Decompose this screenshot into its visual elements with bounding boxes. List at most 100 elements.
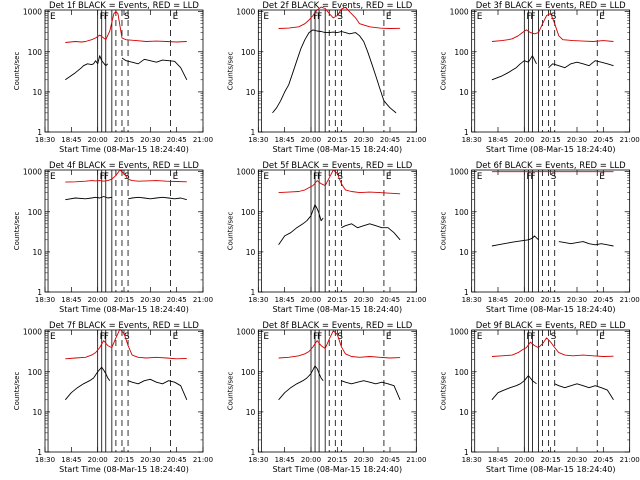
marker-label-E1: E (263, 172, 269, 182)
marker-label-E1: E (477, 12, 483, 22)
y-axis-label: Counts/sec (226, 372, 234, 411)
marker-label-F2: F (104, 332, 109, 342)
plot-frame (471, 329, 631, 453)
marker-label-F2: F (317, 332, 322, 342)
marker-label-E1: E (263, 332, 269, 342)
marker-label-E2: E (599, 12, 605, 22)
marker-label-F2: F (317, 172, 322, 182)
x-tick-label: 20:00 (88, 456, 108, 464)
x-tick-label: 18:45 (275, 296, 295, 304)
detector-panel-1: Det 1f BLACK = Events, RED = LLD 1 10 100 10… (13, 1, 213, 154)
marker-label-E2: E (599, 332, 605, 342)
x-axis-label: Start Time (08-Mar-15 18:24:40) (486, 465, 616, 474)
y-tick-label: 1 (251, 128, 256, 137)
detector-panel-4: Det 4f BLACK = Events, RED = LLD 1 10 100 10… (13, 161, 213, 314)
marker-label-E2: E (173, 12, 179, 22)
y-tick-label: 10 (246, 408, 256, 417)
panel-title: Det 7f BLACK = Events, RED = LLD (49, 321, 199, 331)
marker-label-F1: F (313, 12, 318, 22)
x-axis-label: Start Time (08-Mar-15 18:24:40) (486, 305, 616, 314)
marker-label-F2: F (530, 172, 535, 182)
panel-title: Det 3f BLACK = Events, RED = LLD (476, 1, 626, 11)
marker-label-E1: E (50, 12, 56, 22)
x-tick-label: 18:45 (488, 296, 508, 304)
y-tick-label: 100 (28, 368, 43, 377)
x-tick-label: 20:30 (567, 136, 587, 144)
detector-panel-6: Det 6f BLACK = Events, RED = LLD 1 10 100 10… (440, 161, 640, 314)
x-tick-label: 18:30 (35, 296, 55, 304)
x-axis-label: Start Time (08-Mar-15 18:24:40) (273, 305, 403, 314)
marker-label-S: S (124, 332, 130, 342)
y-tick-label: 1 (37, 288, 42, 297)
x-tick-label: 20:00 (301, 296, 321, 304)
marker-label-E2: E (386, 12, 392, 22)
x-tick-label: 20:15 (541, 296, 561, 304)
y-tick-label: 10 (246, 248, 256, 257)
x-tick-label: 20:30 (140, 296, 160, 304)
x-axis-label: Start Time (08-Mar-15 18:24:40) (273, 145, 403, 154)
marker-label-E1: E (477, 332, 483, 342)
marker-label-S: S (551, 12, 557, 22)
marker-label-E2: E (599, 172, 605, 182)
marker-label-E2: E (386, 332, 392, 342)
y-tick-label: 1000 (450, 328, 469, 337)
marker-label-F2: F (104, 172, 109, 182)
panel-title: Det 4f BLACK = Events, RED = LLD (49, 161, 199, 171)
y-tick-label: 10 (459, 408, 469, 417)
x-tick-label: 21:00 (406, 136, 426, 144)
x-tick-label: 21:00 (193, 296, 213, 304)
marker-label-F1: F (100, 332, 105, 342)
x-tick-label: 20:45 (593, 456, 613, 464)
plot-frame (44, 169, 204, 293)
x-tick-label: 18:30 (462, 456, 482, 464)
marker-label-S: S (337, 172, 343, 182)
y-tick-label: 1000 (23, 8, 42, 17)
x-tick-label: 18:45 (61, 296, 81, 304)
marker-label-S: S (124, 12, 130, 22)
marker-label-F1: F (313, 332, 318, 342)
x-tick-label: 20:15 (327, 456, 347, 464)
y-tick-label: 1000 (236, 328, 255, 337)
y-axis-label: Counts/sec (13, 372, 21, 411)
y-tick-label: 100 (241, 208, 256, 217)
y-axis-label: Counts/sec (226, 212, 234, 251)
y-tick-label: 10 (459, 88, 469, 97)
plot-frame (44, 329, 204, 453)
plot-frame (257, 329, 417, 453)
series-events-line (272, 29, 397, 114)
y-tick-label: 1 (464, 128, 469, 137)
panel-title: Det 9f BLACK = Events, RED = LLD (476, 321, 626, 331)
x-tick-label: 18:30 (248, 456, 268, 464)
detector-panel-3: Det 3f BLACK = Events, RED = LLD 1 10 100 10… (440, 1, 640, 154)
panel-title: Det 1f BLACK = Events, RED = LLD (49, 1, 199, 11)
panel-title: Det 8f BLACK = Events, RED = LLD (262, 321, 412, 331)
x-tick-label: 20:00 (514, 456, 534, 464)
plot-frame (471, 9, 631, 133)
x-tick-label: 20:30 (354, 296, 374, 304)
y-tick-label: 1000 (236, 168, 255, 177)
y-tick-label: 10 (32, 408, 42, 417)
y-tick-label: 1 (37, 128, 42, 137)
marker-label-F1: F (526, 332, 531, 342)
y-tick-label: 1000 (23, 328, 42, 337)
x-tick-label: 20:45 (380, 456, 400, 464)
y-tick-label: 100 (28, 208, 43, 217)
series-events-line (491, 55, 614, 81)
marker-label-F2: F (530, 12, 535, 22)
x-tick-label: 20:30 (354, 456, 374, 464)
series-lld-line (491, 337, 614, 357)
marker-label-F2: F (104, 12, 109, 22)
x-axis-label: Start Time (08-Mar-15 18:24:40) (273, 465, 403, 474)
x-tick-label: 20:00 (514, 296, 534, 304)
x-tick-label: 20:45 (167, 296, 187, 304)
x-tick-label: 20:45 (380, 136, 400, 144)
x-tick-label: 20:30 (140, 136, 160, 144)
x-tick-label: 18:30 (248, 296, 268, 304)
x-axis-label: Start Time (08-Mar-15 18:24:40) (59, 465, 189, 474)
y-axis-label: Counts/sec (226, 52, 234, 91)
y-tick-label: 1 (251, 288, 256, 297)
y-tick-label: 1000 (450, 8, 469, 17)
panel-title: Det 2f BLACK = Events, RED = LLD (262, 1, 412, 11)
x-tick-label: 21:00 (620, 296, 640, 304)
y-axis-label: Counts/sec (13, 212, 21, 251)
